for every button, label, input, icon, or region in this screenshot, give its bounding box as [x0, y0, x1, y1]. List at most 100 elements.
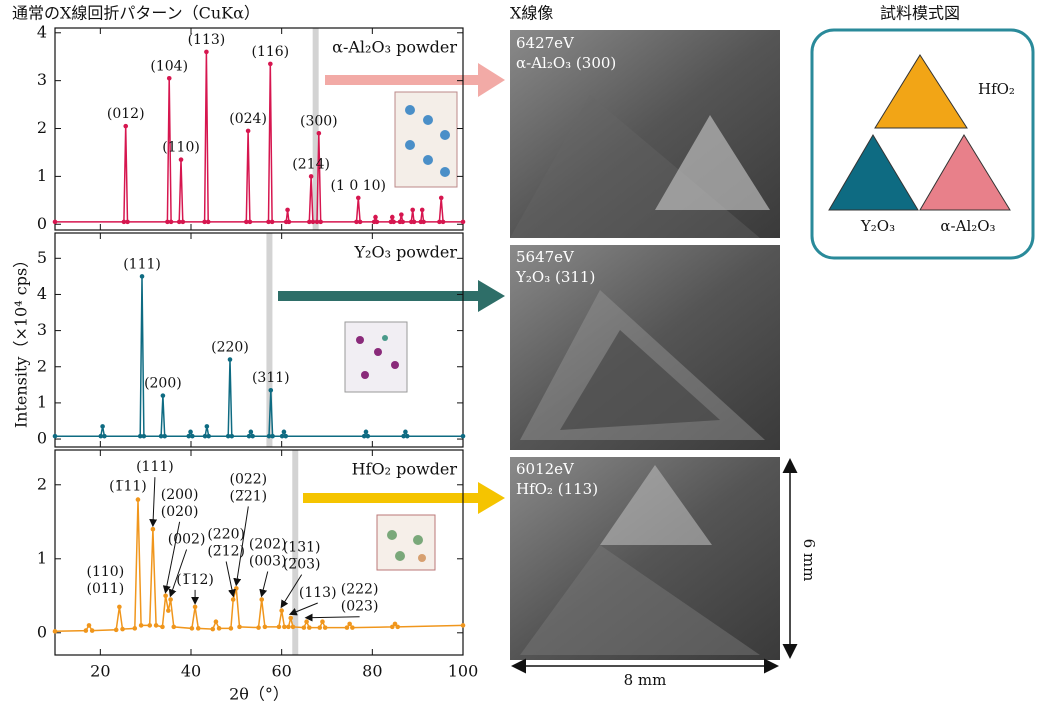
data-point [123, 124, 128, 129]
y-tick-label: 3 [37, 70, 47, 89]
x-tick-label: 40 [181, 662, 201, 681]
peak-label: (113) [299, 585, 337, 601]
data-point [311, 220, 316, 225]
data-point [286, 625, 291, 630]
schematic-label: Y₂O₃ [860, 217, 895, 235]
x-tick-label: 80 [362, 662, 382, 681]
arrow [278, 280, 505, 312]
data-point [210, 627, 215, 632]
data-point [461, 434, 466, 439]
schematic-title: 試料模式図 [880, 4, 960, 23]
data-point [204, 50, 209, 55]
data-point [250, 434, 255, 439]
y-axis-label: Intensity（×10⁴ cps） [12, 252, 31, 428]
data-point [190, 626, 195, 631]
series-label: Y₂O₃ powder [353, 243, 457, 262]
data-point [399, 212, 404, 217]
data-point [288, 616, 293, 621]
schematic-label: HfO₂ [978, 80, 1015, 98]
peak-label: (2̅21) [230, 488, 268, 504]
data-point [302, 625, 307, 630]
x-axis-label: 2θ（°） [229, 685, 289, 704]
crystal-inset [377, 515, 435, 570]
x-tick-label: 60 [271, 662, 291, 681]
peak-label: (023) [341, 599, 379, 615]
peak-label: (022) [230, 471, 268, 487]
data-point [279, 608, 284, 613]
y-tick-label: 0 [37, 214, 47, 233]
data-point [154, 623, 159, 628]
data-point [320, 619, 325, 624]
data-point [84, 628, 89, 633]
schematic-label: α-Al₂O₃ [940, 217, 995, 235]
y-tick-label: 1 [37, 392, 47, 411]
data-point [246, 129, 251, 134]
peak-label: (116) [252, 44, 290, 60]
crystal-inset [345, 322, 407, 392]
image-energy: 6427eV [516, 34, 575, 52]
data-point [114, 628, 119, 633]
data-point [167, 76, 172, 81]
data-point [285, 208, 290, 213]
data-point [358, 220, 363, 225]
data-point [373, 215, 378, 220]
y-tick-label: 0 [37, 429, 47, 448]
y-tick-label: 1 [37, 548, 47, 567]
data-point [403, 430, 408, 435]
peak-arrow [153, 477, 155, 525]
image-reflection: HfO₂ (113) [516, 480, 598, 498]
peak-label: (2̅03) [283, 557, 321, 573]
width-label: 8 mm [624, 671, 667, 689]
peak-label: (024) [229, 111, 267, 127]
y-tick-label: 1 [37, 166, 47, 185]
data-point [102, 434, 107, 439]
data-point [160, 625, 165, 630]
data-point [395, 625, 400, 630]
data-point [132, 626, 137, 631]
data-point [193, 605, 198, 610]
data-point [214, 619, 219, 624]
data-point [400, 220, 405, 225]
image-energy: 5647eV [516, 248, 575, 266]
data-point [287, 220, 292, 225]
data-point [364, 430, 369, 435]
data-point [228, 357, 233, 362]
peak-label: (200) [161, 487, 199, 503]
data-point [125, 220, 130, 225]
data-point [420, 208, 425, 213]
data-point [171, 625, 176, 630]
peak-label: (131) [283, 540, 321, 556]
series-label: α-Al₂O₃ powder [332, 38, 457, 57]
data-point [190, 434, 195, 439]
peak-label: (300) [300, 113, 338, 129]
data-point [270, 220, 275, 225]
height-label: 6 mm [800, 539, 818, 582]
y-tick-label: 4 [37, 284, 47, 303]
data-point [366, 434, 371, 439]
data-point [270, 434, 275, 439]
data-point [277, 625, 282, 630]
data-point [405, 434, 410, 439]
data-point [263, 625, 268, 630]
peak-label: (222) [341, 582, 379, 598]
data-point [323, 625, 328, 630]
images-title: X線像 [510, 4, 553, 23]
peak-label: (111) [123, 256, 161, 272]
data-point [142, 434, 147, 439]
data-point [151, 527, 156, 532]
data-point [249, 430, 254, 435]
data-point [421, 220, 426, 225]
data-point [304, 619, 309, 624]
data-point [356, 196, 361, 201]
data-point [117, 605, 122, 610]
data-point [169, 220, 174, 225]
data-point [90, 628, 95, 633]
data-point [217, 626, 222, 631]
y-tick-label: 3 [37, 320, 47, 339]
data-point [166, 608, 171, 613]
data-point [282, 625, 287, 630]
peak-label: (220) [207, 526, 245, 542]
peak-label: (020) [161, 504, 199, 520]
data-point [87, 623, 92, 628]
data-point [237, 625, 242, 630]
